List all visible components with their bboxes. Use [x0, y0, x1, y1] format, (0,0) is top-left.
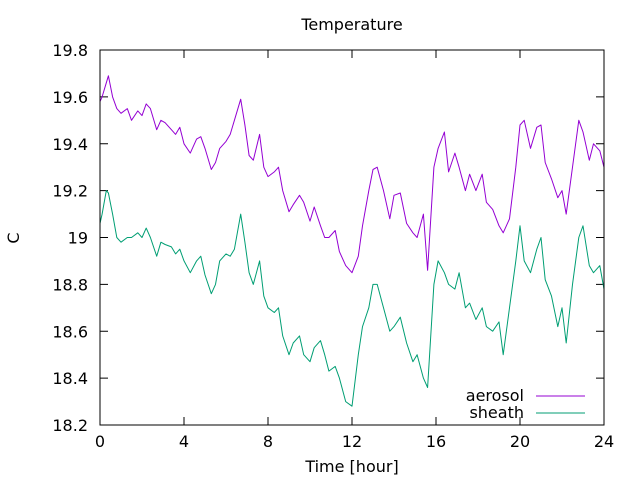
- y-tick-label: 19: [68, 229, 88, 248]
- plot-frame: [99, 49, 605, 426]
- y-tick-label: 19.4: [52, 135, 88, 154]
- x-tick-label: 24: [594, 432, 614, 451]
- y-tick-label: 18.8: [52, 275, 88, 294]
- y-tick-label: 19.6: [52, 88, 88, 107]
- x-tick-label: 12: [342, 432, 362, 451]
- x-tick-label: 8: [263, 432, 273, 451]
- x-axis-label: Time [hour]: [304, 457, 398, 476]
- series-line-aerosol: [99, 75, 605, 274]
- series-lines: [99, 75, 605, 407]
- x-tick-label: 16: [426, 432, 446, 451]
- series-line-sheath: [99, 190, 605, 407]
- y-tick-label: 19.8: [52, 41, 88, 60]
- legend-label-sheath: sheath: [469, 403, 524, 422]
- x-tick-label: 4: [179, 432, 189, 451]
- y-tick-label: 18.4: [52, 369, 88, 388]
- chart-title: Temperature: [300, 15, 402, 34]
- x-tick-label: 0: [95, 432, 105, 451]
- y-tick-label: 18.6: [52, 322, 88, 341]
- y-tick-label: 19.2: [52, 182, 88, 201]
- x-tick-label: 20: [510, 432, 530, 451]
- y-tick-label: 18.2: [52, 416, 88, 435]
- y-axis-label: C: [4, 232, 23, 243]
- legend-label-aerosol: aerosol: [466, 386, 524, 405]
